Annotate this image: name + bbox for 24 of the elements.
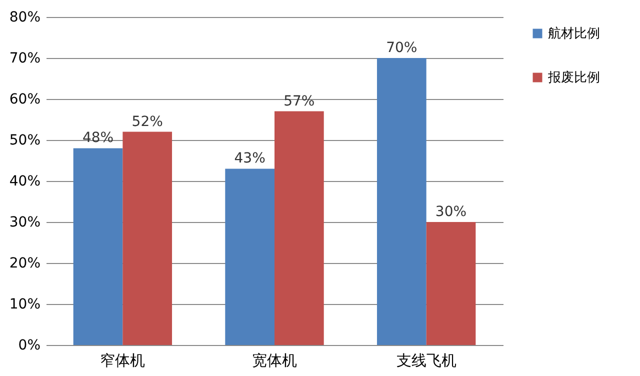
bar: [73, 148, 123, 345]
data-label: 43%: [234, 150, 266, 167]
y-tick-label: 50%: [9, 132, 40, 148]
y-tick-label: 80%: [9, 10, 40, 26]
data-label: 52%: [132, 114, 163, 130]
x-tick-label: 窄体机: [100, 352, 146, 370]
x-tick-label: 支线飞机: [396, 352, 456, 370]
bar: [274, 111, 324, 345]
y-tick-label: 20%: [9, 256, 40, 272]
legend-label: 航材比例: [548, 26, 600, 42]
bar: [122, 132, 172, 345]
data-label: 70%: [386, 40, 418, 56]
x-tick-label: 宽体机: [252, 352, 297, 370]
y-tick-label: 10%: [9, 296, 40, 312]
bar: [426, 222, 476, 345]
y-tick-label: 60%: [9, 92, 40, 108]
legend-label: 报废比例: [547, 70, 600, 86]
data-label: 30%: [435, 204, 467, 220]
y-tick-label: 40%: [9, 174, 40, 190]
y-tick-label: 30%: [9, 214, 40, 230]
y-tick-label: 70%: [9, 50, 40, 66]
y-tick-label: 0%: [18, 338, 40, 354]
bar: [376, 58, 426, 345]
bar: [225, 168, 274, 345]
